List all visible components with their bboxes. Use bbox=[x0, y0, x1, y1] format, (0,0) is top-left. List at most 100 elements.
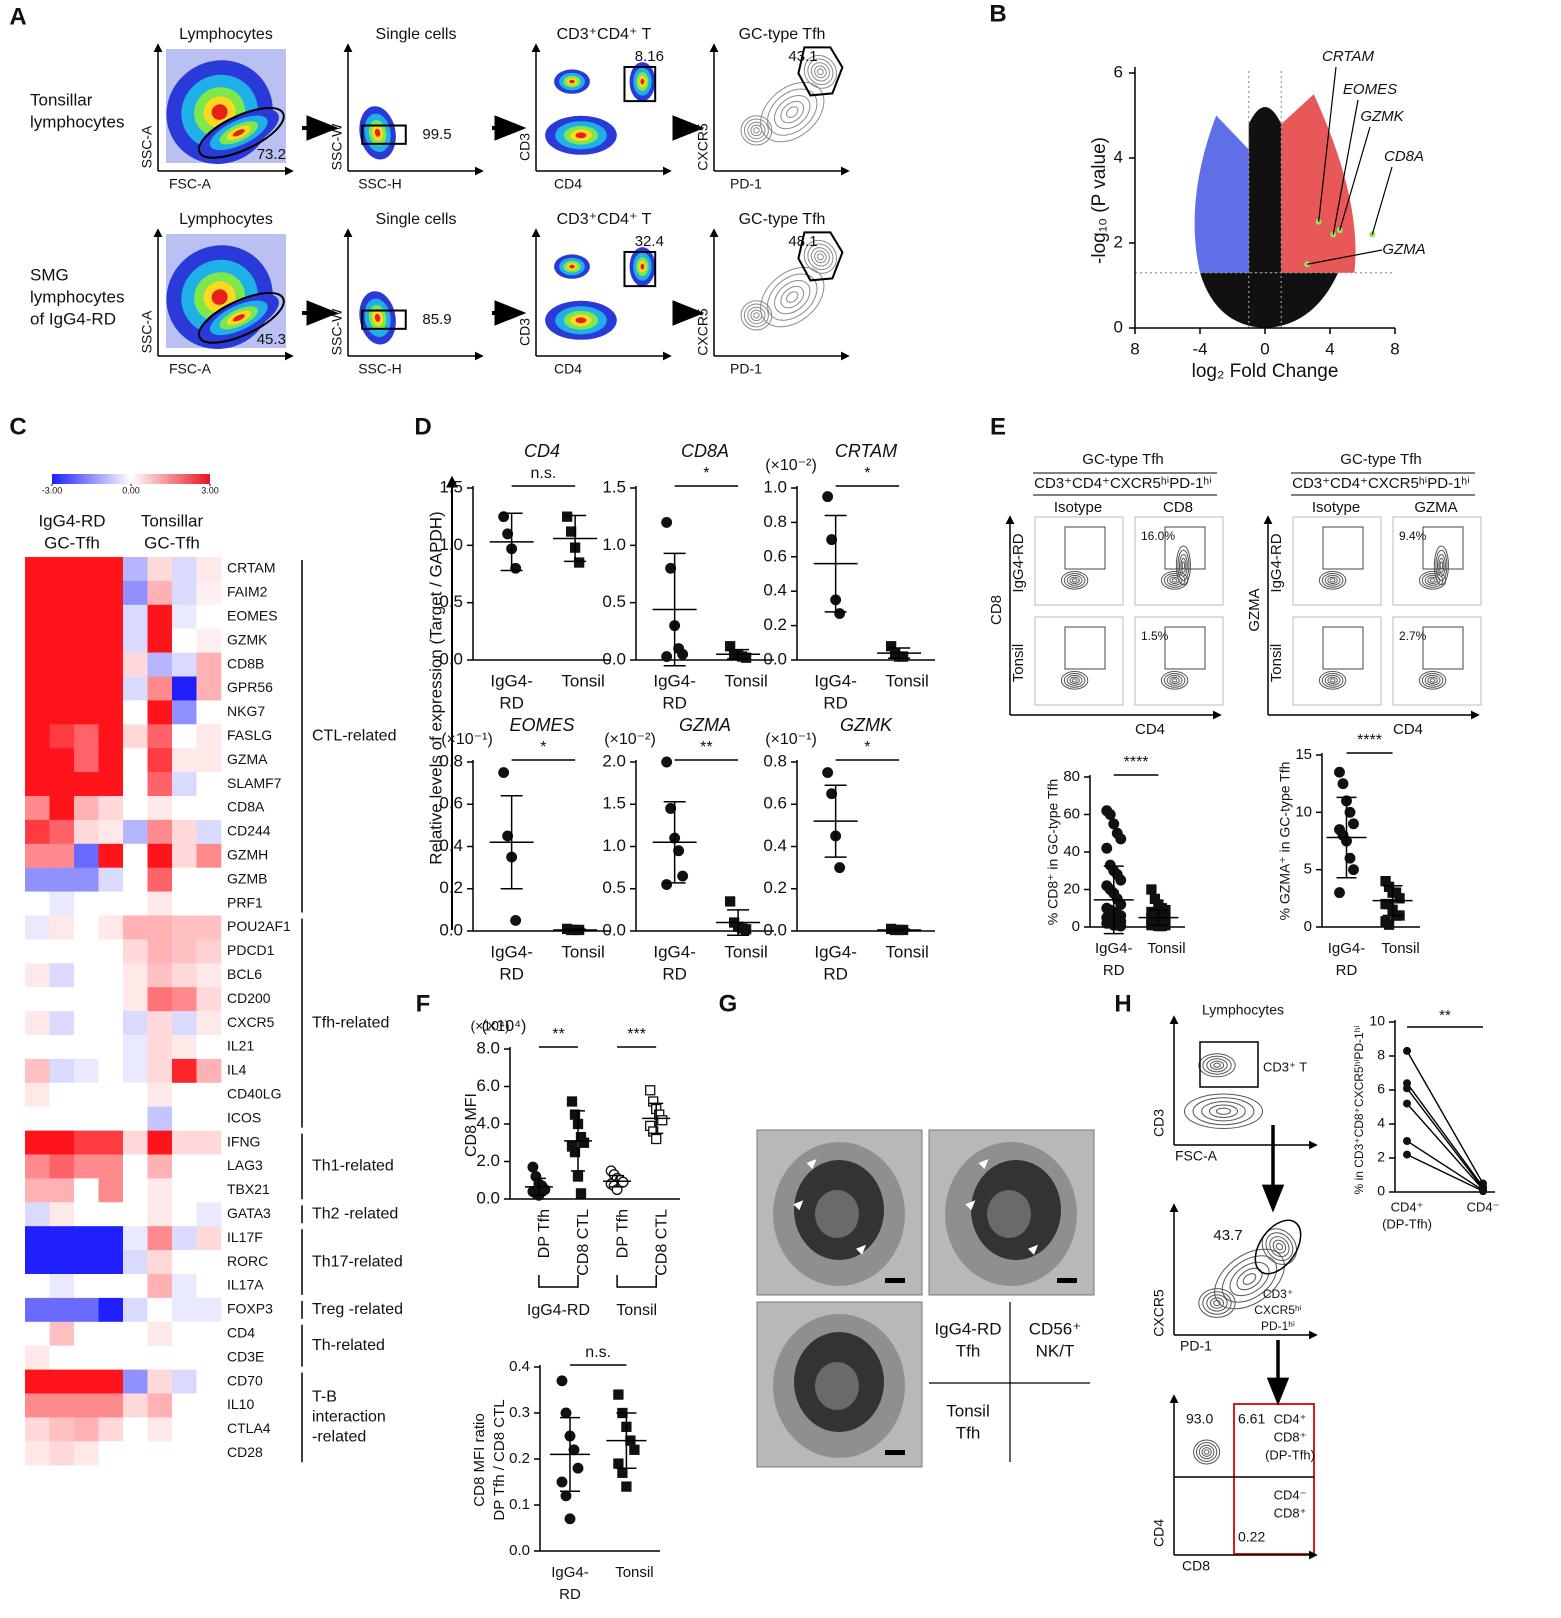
gene-label: CTLA4 bbox=[227, 1420, 271, 1436]
x-tick-label: IgG4- bbox=[490, 942, 533, 961]
contour bbox=[817, 68, 824, 76]
heat-cell bbox=[147, 867, 173, 892]
density-blob bbox=[569, 79, 575, 84]
x-axis-label: CD8 bbox=[1182, 1558, 1210, 1574]
x-tick-label: IgG4- bbox=[653, 942, 696, 961]
y-axis-label: % in CD3⁺CD8⁺CXCR5ʰⁱPD-1ʰⁱ bbox=[1352, 1026, 1366, 1195]
y-tick-label: 40 bbox=[1063, 843, 1080, 860]
heat-cell bbox=[25, 1345, 50, 1370]
heat-cell bbox=[98, 1417, 124, 1442]
y-tick-label: 1.5 bbox=[602, 477, 626, 496]
heat-cell bbox=[147, 1130, 173, 1155]
gene-label: CD28 bbox=[227, 1444, 263, 1460]
heat-cell bbox=[172, 1369, 197, 1394]
point bbox=[826, 534, 838, 546]
gene-label: EOMES bbox=[227, 607, 278, 623]
point bbox=[677, 648, 689, 660]
heat-cell bbox=[74, 1035, 99, 1060]
gene-label: CRTAM bbox=[227, 560, 275, 576]
heat-cell bbox=[98, 819, 124, 845]
point bbox=[661, 651, 673, 663]
y-tick-label: 0.6 bbox=[439, 794, 463, 813]
heat-cell bbox=[25, 1250, 50, 1275]
gene-label: IL21 bbox=[227, 1038, 254, 1054]
heat-cell bbox=[49, 580, 75, 606]
y-tick-label: 1.0 bbox=[439, 535, 463, 554]
heat-cell bbox=[25, 628, 50, 653]
point bbox=[556, 1375, 568, 1387]
cloud-left bbox=[1194, 115, 1249, 273]
heat-cell bbox=[123, 1393, 148, 1418]
heat-cell bbox=[74, 1011, 99, 1036]
heat-cell bbox=[74, 1178, 99, 1203]
y-tick-label: 8 bbox=[1377, 1047, 1385, 1063]
contour bbox=[1429, 678, 1436, 683]
heat-cell bbox=[49, 1130, 75, 1155]
gene-label: CD40LG bbox=[227, 1085, 281, 1101]
y-axis-label: Relative levels of expression (Target / … bbox=[426, 511, 445, 864]
nucleus-light bbox=[815, 1362, 859, 1410]
point bbox=[621, 1481, 632, 1492]
gate-label: CD3⁺ bbox=[1263, 1287, 1293, 1301]
heat-cell bbox=[123, 915, 148, 940]
heat-cell bbox=[98, 1130, 124, 1155]
heat-cell bbox=[172, 748, 197, 773]
legend-label: NK/T bbox=[1036, 1341, 1075, 1360]
contour bbox=[1265, 1232, 1294, 1261]
y-tick-label: 6.0 bbox=[476, 1076, 500, 1095]
x-tick-label: RD bbox=[1336, 962, 1358, 979]
heat-cell bbox=[196, 867, 222, 892]
point bbox=[560, 1407, 572, 1419]
bracket bbox=[538, 1275, 579, 1288]
heat-cell bbox=[25, 772, 50, 797]
gate bbox=[1064, 626, 1106, 670]
leader bbox=[1332, 99, 1359, 235]
y-axis-label: -log₁₀ (P value) bbox=[1089, 137, 1110, 264]
gate bbox=[1199, 1041, 1259, 1088]
y-tick-label: 10 bbox=[1295, 803, 1312, 820]
heat-cell bbox=[123, 1130, 148, 1155]
y-axis-label: % GZMA⁺ in GC-type Tfh bbox=[1277, 762, 1293, 921]
heat-cell bbox=[123, 1297, 148, 1323]
heat-cell bbox=[172, 843, 197, 868]
plot-title: CD4 bbox=[524, 441, 560, 461]
legend-label: IgG4-RD bbox=[934, 1319, 1001, 1338]
gene-label: FAIM2 bbox=[227, 584, 268, 600]
x-tick-label: (DP-Tfh) bbox=[1382, 1216, 1432, 1231]
heat-cell bbox=[98, 748, 124, 773]
scale-label: (×10⁻²) bbox=[604, 731, 656, 748]
y-tick-label: 0.0 bbox=[602, 649, 626, 668]
heat-cell bbox=[172, 724, 197, 749]
point bbox=[1394, 893, 1405, 904]
density-blob bbox=[232, 314, 245, 322]
point bbox=[565, 526, 577, 537]
y-tick-label: 0.1 bbox=[509, 1496, 530, 1513]
gate-label: PD-1ʰⁱ bbox=[1261, 1319, 1295, 1333]
contour bbox=[774, 279, 811, 315]
heat-cell bbox=[49, 1369, 75, 1394]
point bbox=[665, 803, 677, 814]
heat-cell bbox=[25, 1130, 50, 1155]
heat-cell bbox=[25, 1154, 50, 1179]
gene-label: CD200 bbox=[227, 990, 271, 1006]
contour bbox=[1206, 1294, 1228, 1312]
heat-cell bbox=[196, 891, 222, 916]
heat-cell bbox=[172, 557, 197, 582]
y-axis-label: CD4 bbox=[1151, 1519, 1167, 1547]
point bbox=[1403, 1084, 1411, 1093]
heat-cell bbox=[147, 724, 173, 749]
x-tick-label: Tonsil bbox=[615, 1564, 653, 1581]
x-tick-label: 0 bbox=[1260, 339, 1269, 358]
group-label: IgG4-RD bbox=[38, 511, 105, 530]
gate-label: CD8⁺ bbox=[1274, 1429, 1307, 1444]
gene-label: NKG7 bbox=[227, 703, 265, 719]
y-tick-label: 0.4 bbox=[763, 836, 787, 855]
leader bbox=[1371, 166, 1393, 235]
heat-cell bbox=[123, 796, 148, 821]
contour bbox=[780, 100, 805, 124]
heat-cell bbox=[98, 1035, 124, 1060]
legend-label: CD56⁺ bbox=[1029, 1319, 1081, 1338]
heat-cell bbox=[49, 604, 75, 629]
heat-cell bbox=[49, 1058, 75, 1084]
cloud-right bbox=[1281, 94, 1356, 273]
